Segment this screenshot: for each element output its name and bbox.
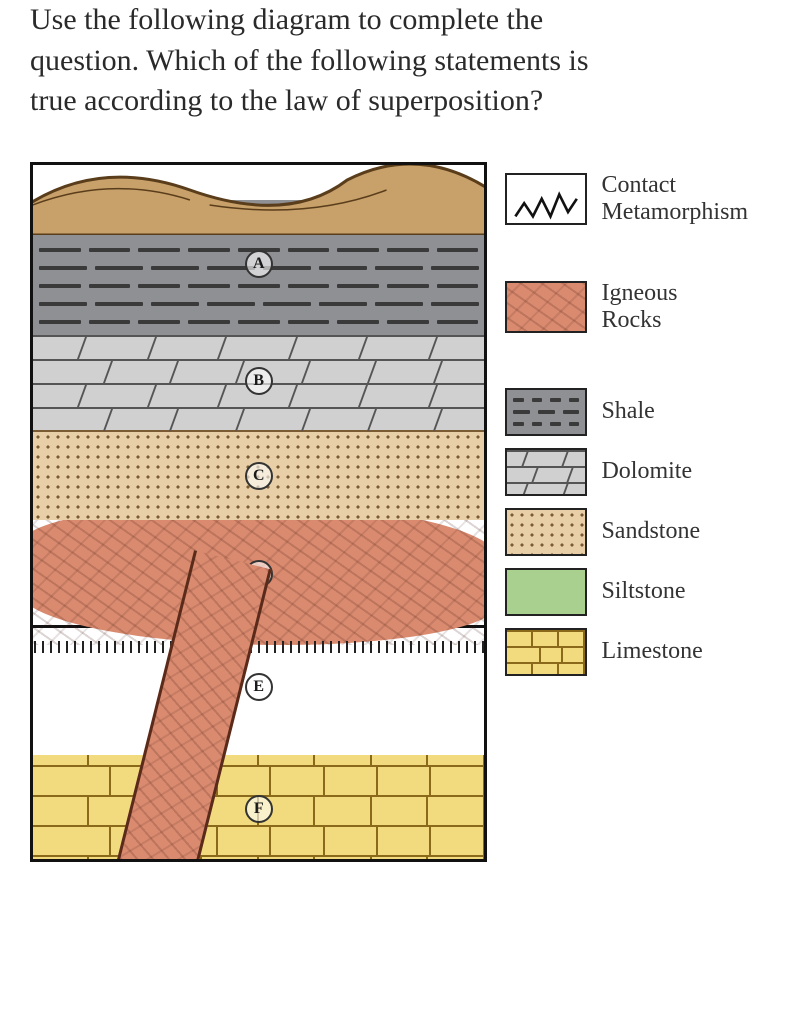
legend-igneous: Igneous Rocks [505, 280, 764, 334]
strata-diagram: F E D C B [30, 162, 487, 862]
legend-limestone-label: Limestone [601, 638, 702, 665]
swatch-contact [505, 173, 587, 225]
legend-sandstone: Sandstone [505, 508, 764, 556]
swatch-sandstone [505, 508, 587, 556]
label-F: F [245, 795, 273, 823]
legend-shale-label: Shale [601, 398, 654, 425]
question-line1: Use the following diagram to complete th… [30, 3, 543, 36]
swatch-igneous [505, 281, 587, 333]
question-line2: question. Which of the following stateme… [30, 44, 589, 77]
legend-limestone: Limestone [505, 628, 764, 676]
legend-siltstone: Siltstone [505, 568, 764, 616]
legend-shale: Shale [505, 388, 764, 436]
hill-cap [30, 162, 487, 235]
legend: Contact Metamorphism Igneous Rocks Shale [505, 162, 764, 676]
legend-igneous-label: Igneous Rocks [601, 280, 677, 334]
swatch-dolomite [505, 448, 587, 496]
swatch-siltstone [505, 568, 587, 616]
legend-dolomite: Dolomite [505, 448, 764, 496]
legend-sandstone-label: Sandstone [601, 518, 700, 545]
swatch-shale [505, 388, 587, 436]
label-B: B [245, 367, 273, 395]
layer-sandstone: C [33, 430, 484, 520]
question-text: Use the following diagram to complete th… [30, 0, 764, 122]
label-E: E [245, 673, 273, 701]
legend-siltstone-label: Siltstone [601, 578, 685, 605]
swatch-limestone [505, 628, 587, 676]
legend-contact-metamorphism: Contact Metamorphism [505, 172, 764, 226]
legend-contact-label: Contact Metamorphism [601, 172, 748, 226]
label-A: A [245, 250, 273, 278]
figure: F E D C B [30, 162, 764, 862]
layer-dolomite: B [33, 335, 484, 430]
question-line3: true according to the law of superpositi… [30, 84, 543, 117]
legend-dolomite-label: Dolomite [601, 458, 692, 485]
label-C: C [245, 462, 273, 490]
